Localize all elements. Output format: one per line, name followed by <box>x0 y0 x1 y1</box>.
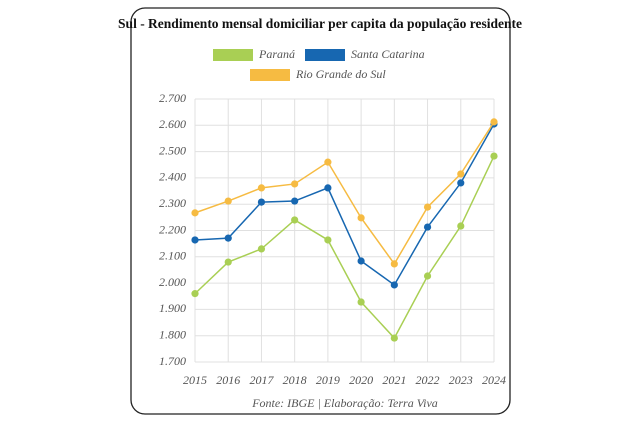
y-tick-label: 2.300 <box>159 196 186 210</box>
data-point <box>257 245 266 253</box>
x-tick-label: 2018 <box>283 373 307 387</box>
x-tick-label: 2024 <box>482 373 506 387</box>
series-line <box>194 121 495 266</box>
x-tick-label: 2020 <box>349 373 373 387</box>
data-point <box>324 184 332 192</box>
data-point <box>291 216 299 224</box>
data-point <box>457 179 465 187</box>
y-tick-label: 2.100 <box>159 249 186 263</box>
y-tick-label: 2.600 <box>159 117 186 131</box>
x-tick-label: 2023 <box>449 373 473 387</box>
y-tick-label: 1.900 <box>159 301 186 315</box>
data-point <box>191 290 199 298</box>
x-tick-label: 2019 <box>316 373 340 387</box>
legend-label: Santa Catarina <box>351 47 425 61</box>
data-point <box>257 198 266 206</box>
legend-swatch <box>250 69 290 81</box>
data-point <box>390 334 398 342</box>
data-point <box>423 203 432 211</box>
data-point <box>291 180 299 188</box>
legend-swatch <box>305 49 345 61</box>
data-point <box>390 281 398 289</box>
data-point <box>357 214 365 222</box>
legend-label: Paraná <box>258 47 295 61</box>
y-tick-label: 2.700 <box>159 91 186 105</box>
x-tick-label: 2016 <box>216 373 240 387</box>
data-point <box>291 197 299 205</box>
data-point <box>191 209 199 217</box>
x-tick-label: 2015 <box>183 373 207 387</box>
data-point <box>191 236 199 244</box>
data-point <box>390 260 398 268</box>
data-point <box>423 223 432 231</box>
data-point <box>490 118 498 126</box>
legend-swatch <box>213 49 253 61</box>
y-tick-label: 2.500 <box>159 143 186 157</box>
data-point <box>224 258 232 266</box>
series-line <box>194 123 495 287</box>
data-point <box>324 158 332 166</box>
legend-label: Rio Grande do Sul <box>295 67 386 81</box>
y-tick-label: 1.800 <box>159 327 186 341</box>
y-tick-label: 2.000 <box>159 275 186 289</box>
y-tick-label: 2.400 <box>159 170 186 184</box>
y-tick-label: 1.700 <box>159 354 186 368</box>
source: Fonte: IBGE | Elaboração: Terra Viva <box>251 396 438 410</box>
series-line <box>194 155 495 340</box>
data-point <box>457 222 465 230</box>
x-tick-label: 2022 <box>416 373 440 387</box>
data-point <box>324 236 332 244</box>
x-tick-label: 2017 <box>249 373 274 387</box>
data-point <box>224 197 232 205</box>
x-tick-label: 2021 <box>382 373 406 387</box>
data-point <box>357 257 365 265</box>
data-point <box>257 184 266 192</box>
data-point <box>224 234 232 242</box>
data-point <box>490 152 498 160</box>
y-tick-label: 2.200 <box>159 222 186 236</box>
data-point <box>423 272 432 280</box>
chart-title: Sul - Rendimento mensal domiciliar per c… <box>118 16 522 31</box>
card <box>130 7 511 415</box>
data-point <box>457 170 465 178</box>
data-point <box>357 298 365 306</box>
